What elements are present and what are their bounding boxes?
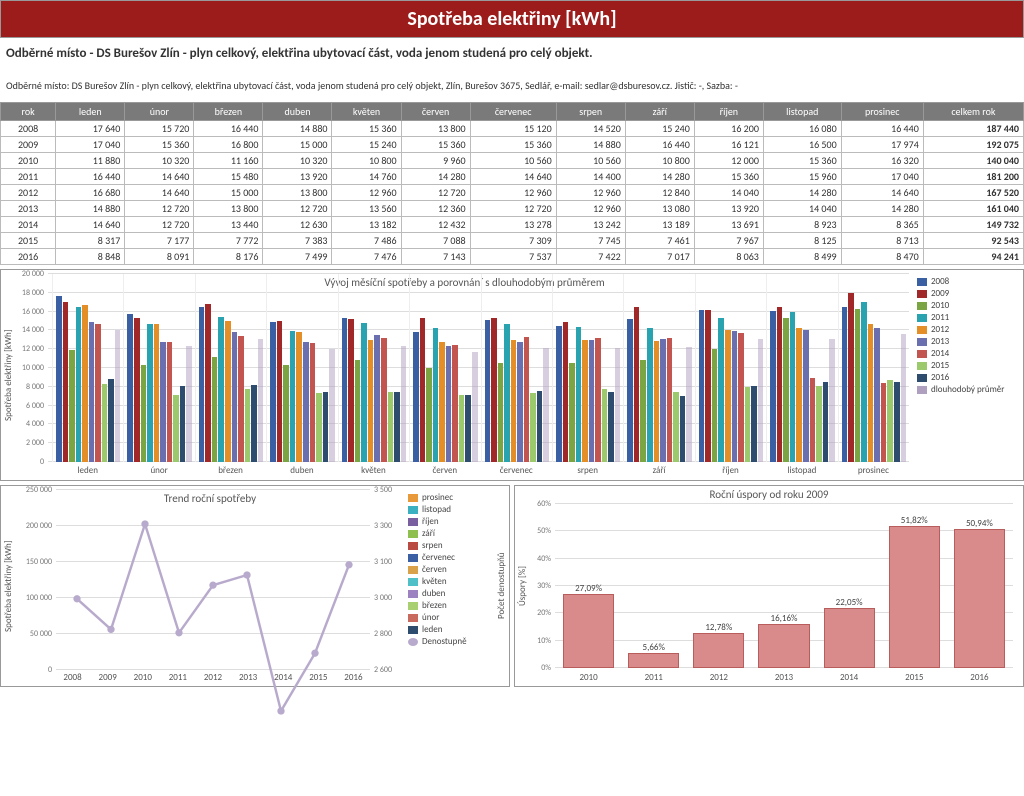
chart2-legend: prosineclistopadříjenzářísrpenčervenecče…	[404, 486, 494, 686]
table-row: 201116 44014 64015 48013 92014 76014 280…	[1, 169, 1024, 185]
table-row: 20168 8488 0918 1767 4997 4767 1437 5377…	[1, 249, 1024, 265]
table-header: listopad	[763, 103, 841, 121]
table-header: září	[625, 103, 694, 121]
chart-trend: Spotřeba elektřiny [kWh] Trend roční spo…	[0, 485, 510, 687]
table-row: 201314 88012 72013 80012 72013 56012 360…	[1, 201, 1024, 217]
meta-line: Odběrné místo: DS Burešov Zlín - plyn ce…	[0, 79, 1024, 102]
table-row: 200817 64015 72016 44014 88015 36013 800…	[1, 121, 1024, 137]
subtitle: Odběrné místo - DS Burešov Zlín - plyn c…	[0, 38, 1024, 79]
chart2-ylabel: Spotřeba elektřiny [kWh]	[1, 486, 16, 686]
table-header: leden	[56, 103, 125, 121]
chart-savings: Roční úspory od roku 2009 Úspory [%] 0%1…	[514, 485, 1024, 687]
data-table: rokledenúnorbřezendubenkvětenčervenčerve…	[0, 102, 1024, 265]
table-row: 201216 68014 64015 00013 80012 96012 720…	[1, 185, 1024, 201]
chart1-ylabel: Spotřeba elektřiny [kWh]	[1, 270, 16, 480]
table-row: 201414 64012 72013 44012 63013 18212 432…	[1, 217, 1024, 233]
table-header: říjen	[694, 103, 763, 121]
table-row: 200917 04015 36016 80015 00015 24015 360…	[1, 137, 1024, 153]
chart2-ylabel2: Počet denostupňů	[494, 486, 509, 686]
table-header: červen	[401, 103, 470, 121]
table-header: prosinec	[841, 103, 923, 121]
chart-monthly: Spotřeba elektřiny [kWh] Vývoj měsíční s…	[0, 269, 1024, 481]
table-row: 201011 88010 32011 16010 32010 8009 9601…	[1, 153, 1024, 169]
table-header: květen	[332, 103, 401, 121]
table-header: celkem rok	[923, 103, 1023, 121]
table-header: srpen	[556, 103, 625, 121]
chart1-legend: 200820092010201120122013201420152016dlou…	[913, 270, 1023, 480]
table-row: 20158 3177 1777 7727 3837 4867 0887 3097…	[1, 233, 1024, 249]
table-header: duben	[263, 103, 332, 121]
page-title: Spotřeba elektřiny [kWh]	[0, 0, 1024, 38]
table-header: rok	[1, 103, 56, 121]
table-header: červenec	[470, 103, 556, 121]
chart3-title: Roční úspory od roku 2009	[515, 486, 1023, 503]
table-header: březen	[194, 103, 263, 121]
table-header: únor	[125, 103, 194, 121]
